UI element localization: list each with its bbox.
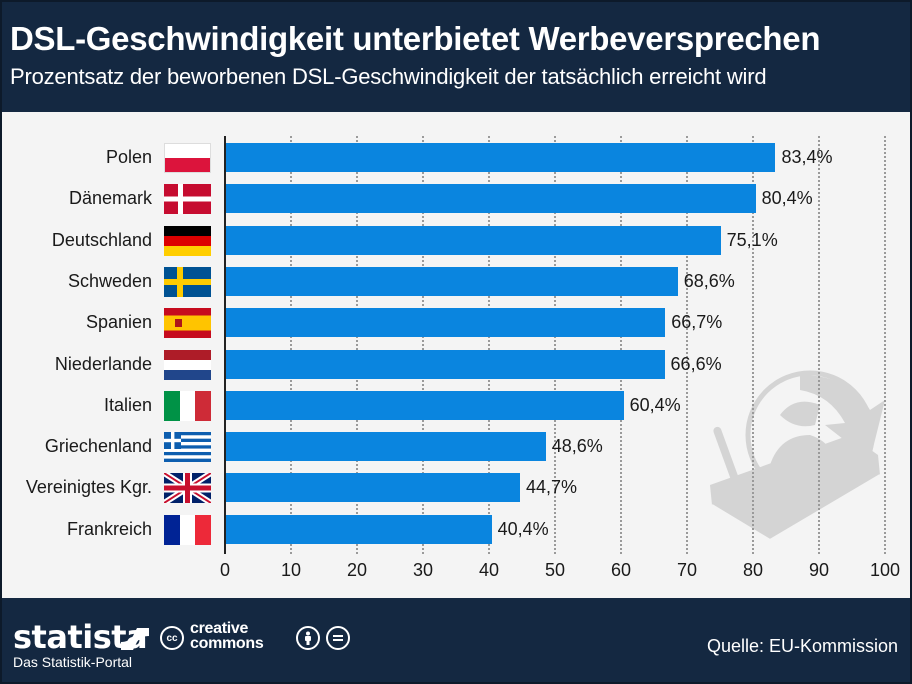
bar[interactable] xyxy=(226,184,756,214)
bar[interactable] xyxy=(226,473,521,503)
bar[interactable] xyxy=(226,143,776,172)
statista-mark-icon xyxy=(121,628,149,650)
category-label: Frankreich xyxy=(66,518,152,539)
category-label: Polen xyxy=(105,147,152,167)
x-tick-label: 20 xyxy=(346,560,368,580)
flag-pl-icon xyxy=(164,143,211,173)
chart-subtitle: Prozentsatz der beworbenen DSL-Geschwind… xyxy=(10,64,767,89)
x-tick-label: 40 xyxy=(478,560,500,580)
flag-se-icon xyxy=(164,266,211,297)
bar-value-label: 60,4% xyxy=(629,394,681,415)
category-label: Deutschland xyxy=(51,229,152,250)
category-label: Dänemark xyxy=(68,188,152,209)
x-tick-label: 70 xyxy=(676,560,698,580)
y-axis-line xyxy=(224,136,226,554)
cc-wordmark-line1: creative xyxy=(190,620,249,637)
bar-value-label: 83,4% xyxy=(781,147,833,167)
x-tick-label: 80 xyxy=(742,560,764,580)
gridline-20 xyxy=(356,136,358,554)
bar-value-label: 66,7% xyxy=(671,312,723,333)
gridline-90 xyxy=(818,136,820,554)
gridline-100 xyxy=(884,136,886,554)
bar[interactable] xyxy=(226,390,624,420)
x-tick-label: 10 xyxy=(280,560,302,580)
x-tick-label: 90 xyxy=(808,560,830,580)
x-tick-label: 30 xyxy=(412,560,434,580)
bar[interactable] xyxy=(226,349,665,379)
bar-value-label: 48,6% xyxy=(551,436,603,457)
header: DSL-Geschwindigkeit unterbietet Werbever… xyxy=(0,0,912,112)
gridline-60 xyxy=(620,136,622,554)
bar[interactable] xyxy=(226,225,721,255)
category-label: Italien xyxy=(103,394,152,415)
no-derivatives-icon xyxy=(326,626,350,650)
bar-value-label: 40,4% xyxy=(497,518,549,539)
category-label: Schweden xyxy=(67,270,152,291)
category-label: Niederlande xyxy=(54,353,152,374)
source-label: Quelle: EU-Kommission xyxy=(706,636,898,656)
bar-value-label: 75,1% xyxy=(726,229,778,250)
gridline-40 xyxy=(488,136,490,554)
attribution-icon xyxy=(296,626,320,650)
x-tick-label: 0 xyxy=(219,560,231,580)
x-tick-label: 100 xyxy=(869,560,901,580)
x-tick-label: 50 xyxy=(544,560,566,580)
flag-dk-icon xyxy=(164,184,211,215)
bar-value-label: 80,4% xyxy=(761,188,813,209)
bar[interactable] xyxy=(226,432,546,462)
gridline-80 xyxy=(752,136,754,554)
gridline-50 xyxy=(554,136,556,554)
cc-wordmark: creative commons xyxy=(190,620,264,652)
chart-title: DSL-Geschwindigkeit unterbietet Werbever… xyxy=(10,20,821,57)
category-label: Vereinigtes Kgr. xyxy=(25,477,152,498)
gridline-30 xyxy=(422,136,424,554)
bar-value-label: 44,7% xyxy=(526,477,578,498)
bar-value-label: 68,6% xyxy=(683,270,735,291)
x-tick-label: 60 xyxy=(610,560,632,580)
gridline-70 xyxy=(686,136,688,554)
category-label: Griechenland xyxy=(44,436,152,457)
statista-tagline: Das Statistik-Portal xyxy=(13,654,133,670)
footer: statista Das Statistik-Portal cc creativ… xyxy=(0,598,912,684)
flag-nl-icon xyxy=(164,349,211,380)
flag-it-icon xyxy=(164,390,211,421)
category-label: Spanien xyxy=(85,312,152,333)
bar-value-label: 66,6% xyxy=(670,353,722,374)
bar[interactable] xyxy=(226,514,492,544)
flag-gr-icon xyxy=(164,432,211,463)
router-globe-watermark-icon xyxy=(710,370,885,542)
flag-de-icon xyxy=(164,225,211,256)
flag-es-icon xyxy=(164,308,211,339)
cc-wordmark-line2: commons xyxy=(190,635,264,652)
flag-gb-icon xyxy=(164,473,211,504)
cc-icon: cc xyxy=(160,626,184,650)
bar[interactable] xyxy=(226,308,666,338)
gridline-10 xyxy=(290,136,292,554)
bar[interactable] xyxy=(226,266,678,296)
flag-fr-icon xyxy=(164,514,211,545)
